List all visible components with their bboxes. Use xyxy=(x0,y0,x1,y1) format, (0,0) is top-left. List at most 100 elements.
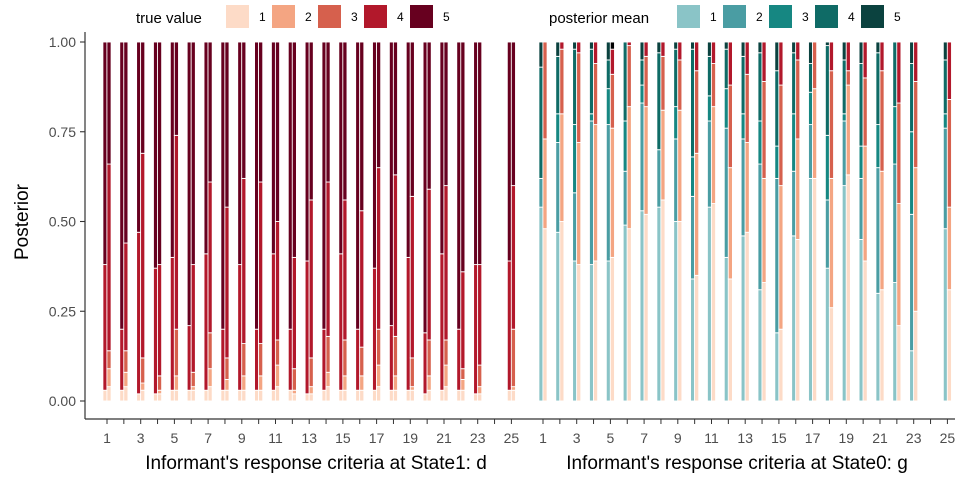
bar-segment xyxy=(896,41,902,104)
bar-pair xyxy=(622,41,632,402)
bar-segment xyxy=(576,264,582,402)
bar-segment xyxy=(274,41,281,222)
bar-pair xyxy=(372,41,382,402)
bar-pair xyxy=(119,41,129,402)
bar-segment xyxy=(342,41,348,201)
x-tick-label: 25 xyxy=(940,430,956,446)
bar-segment xyxy=(376,167,382,330)
bar-segment xyxy=(190,41,196,266)
bar-segment xyxy=(460,379,466,391)
legend-label: 3 xyxy=(802,10,809,24)
bar-segment xyxy=(308,386,314,395)
bar-segment xyxy=(710,203,717,402)
x-axis-title-right: Informant's response criteria at State0:… xyxy=(566,453,908,474)
x-tick-label: 21 xyxy=(436,430,452,446)
bar-segment xyxy=(392,335,399,377)
bar-segment xyxy=(660,109,666,201)
bar-pair xyxy=(220,41,230,402)
y-tick-label: 0.50 xyxy=(49,214,76,230)
bar-pair xyxy=(136,41,146,402)
bar-segment xyxy=(207,368,213,388)
bar-pair xyxy=(656,41,666,402)
legend-key xyxy=(723,5,746,28)
x-axis-ticks-right: 1 3 5 7 9 11 13 15 17 19 21 23 25 xyxy=(539,419,955,446)
bar-pair xyxy=(909,41,919,402)
bar-segment xyxy=(660,41,666,57)
x-tick-label: 23 xyxy=(470,430,486,446)
bar-segment xyxy=(156,41,163,266)
bar-segment xyxy=(879,289,885,402)
bar-segment xyxy=(643,41,649,57)
y-axis: 0.00 0.25 0.50 0.75 1.00 xyxy=(49,34,85,409)
bar-pair xyxy=(572,41,582,402)
bar-pair xyxy=(388,41,399,402)
bar-segment xyxy=(156,389,163,395)
bar-pair xyxy=(892,41,902,402)
bar-segment xyxy=(542,138,548,230)
legend-right: posterior mean 1 2 3 4 5 xyxy=(549,5,901,28)
bar-segment xyxy=(106,386,112,402)
bar-segment xyxy=(727,278,733,402)
bar-segment xyxy=(224,379,230,391)
bar-pair xyxy=(538,41,548,402)
bar-segment xyxy=(576,52,582,143)
bar-segment xyxy=(392,389,399,402)
bar-segment xyxy=(308,393,314,402)
bar-segment xyxy=(593,63,599,126)
bar-segment xyxy=(510,328,516,388)
bar-segment xyxy=(342,339,348,377)
bar-segment xyxy=(879,170,885,291)
bar-segment xyxy=(946,41,952,100)
bar-segment xyxy=(812,177,818,402)
bar-segment xyxy=(207,41,213,183)
bar-segment xyxy=(896,325,902,402)
bar-segment xyxy=(190,389,196,402)
bar-segment xyxy=(710,106,717,205)
bar-segment xyxy=(626,41,632,47)
bar-segment xyxy=(477,386,483,395)
y-axis-title: Posterior xyxy=(12,183,33,260)
bar-pair xyxy=(774,41,784,402)
bar-segment xyxy=(359,41,365,212)
legend-label: 2 xyxy=(756,10,763,24)
bar-segment xyxy=(106,41,112,165)
bar-segment xyxy=(862,145,868,262)
legend-key xyxy=(318,5,341,28)
bar-segment xyxy=(173,328,179,377)
bar-segment xyxy=(123,371,129,388)
bar-segment xyxy=(609,127,615,258)
bar-segment xyxy=(123,350,129,373)
bar-segment xyxy=(426,339,432,377)
bar-segment xyxy=(443,185,449,341)
bar-segment xyxy=(376,364,382,388)
bar-pair xyxy=(639,41,649,402)
bar-pair xyxy=(841,41,851,402)
bar-segment xyxy=(559,221,565,402)
bar-segment xyxy=(694,70,700,154)
bar-segment xyxy=(510,41,516,187)
bar-segment xyxy=(409,389,415,402)
bar-pair xyxy=(456,41,466,402)
bar-segment xyxy=(409,41,415,197)
bar-segment xyxy=(879,70,885,172)
bar-segment xyxy=(460,271,466,370)
bar-segment xyxy=(258,343,264,377)
bar-segment xyxy=(140,389,146,402)
bar-segment xyxy=(392,41,399,176)
bar-pair xyxy=(506,41,516,402)
bar-segment xyxy=(241,343,247,377)
bar-segment xyxy=(376,328,382,366)
bar-pair xyxy=(673,41,683,402)
bar-segment xyxy=(710,63,717,108)
bar-segment xyxy=(224,389,230,402)
bar-segment xyxy=(274,221,281,341)
bar-segment xyxy=(510,389,516,402)
bar-segment xyxy=(778,328,784,402)
bar-segment xyxy=(140,41,146,154)
bar-segment xyxy=(392,375,399,391)
bar-segment xyxy=(359,389,365,402)
bar-pair xyxy=(102,41,112,402)
x-tick-label: 1 xyxy=(103,430,111,446)
bar-pair xyxy=(439,41,449,402)
bar-segment xyxy=(812,88,818,179)
